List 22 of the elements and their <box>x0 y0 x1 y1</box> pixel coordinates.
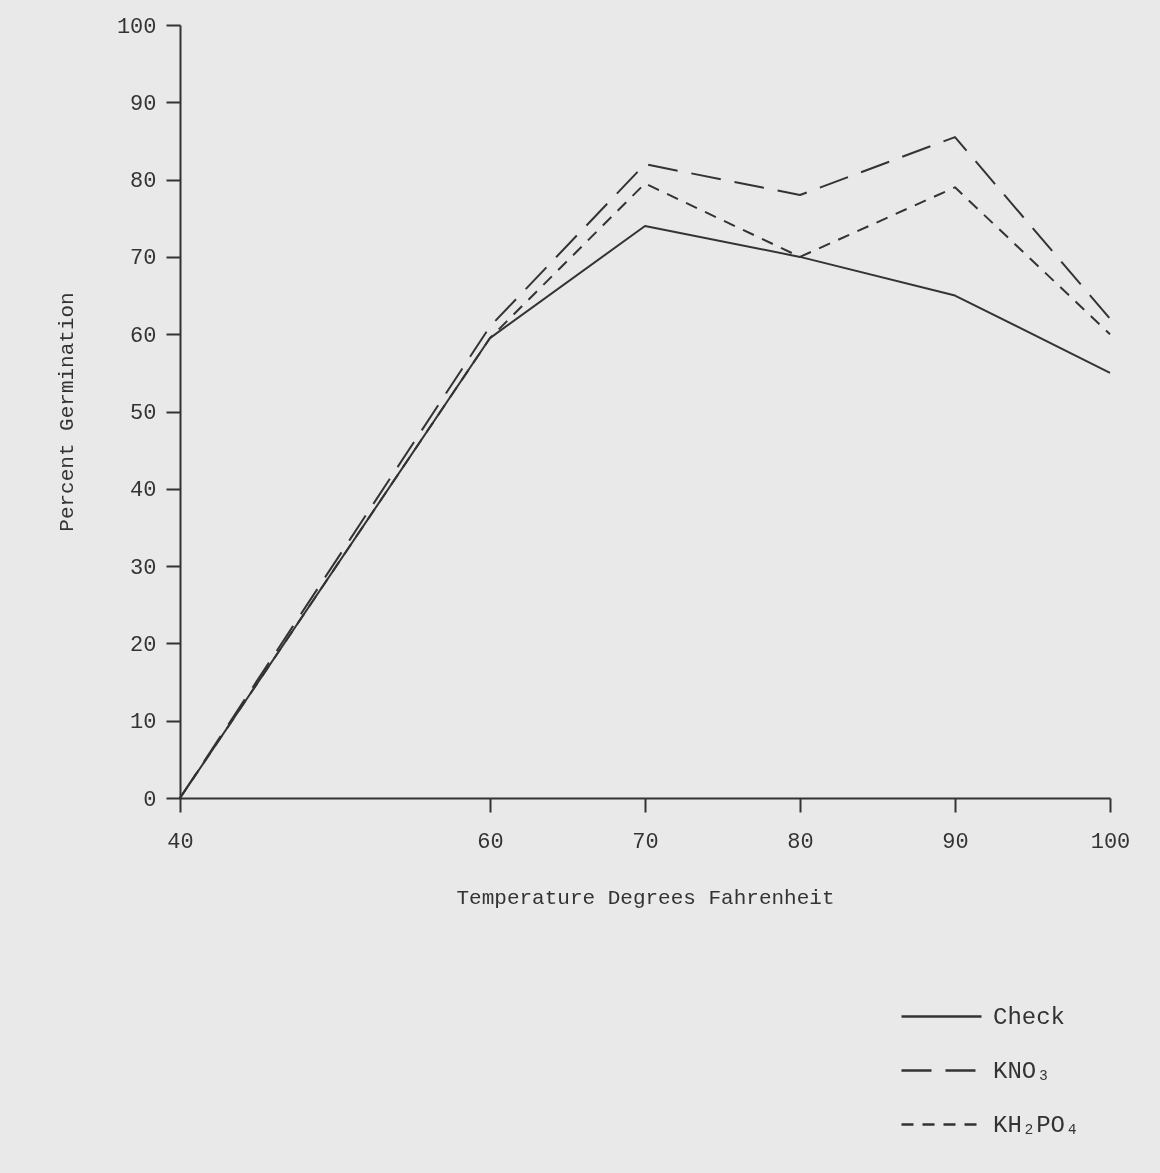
x-tick-label: 40 <box>167 829 194 855</box>
y-tick-label: 50 <box>130 401 157 426</box>
y-tick-label: 40 <box>130 478 157 504</box>
x-axis-title: Temperature Degrees Fahrenheit <box>456 886 835 910</box>
x-tick-label: 70 <box>632 829 659 855</box>
y-tick-label: 0 <box>143 787 157 813</box>
x-tick-label: 90 <box>942 829 969 855</box>
y-tick-label: 30 <box>130 555 157 581</box>
y-tick-label: 80 <box>130 169 157 195</box>
x-tick-label: 100 <box>1090 829 1131 855</box>
legend-label: Check <box>993 1003 1066 1031</box>
y-tick-label: 10 <box>130 710 157 736</box>
y-tick-label: 60 <box>130 323 157 349</box>
x-tick-label: 60 <box>477 829 504 855</box>
y-tick-label: 90 <box>130 91 157 117</box>
y-tick-label: 20 <box>130 632 157 658</box>
x-tick-label: 80 <box>787 829 814 855</box>
y-tick-label: 70 <box>130 246 157 272</box>
y-axis-title: Percent Germination <box>55 292 79 532</box>
legend-label: KNO₃ <box>993 1057 1051 1085</box>
y-tick-label: 100 <box>116 14 157 40</box>
legend-label: KH₂PO₄ <box>993 1111 1080 1139</box>
